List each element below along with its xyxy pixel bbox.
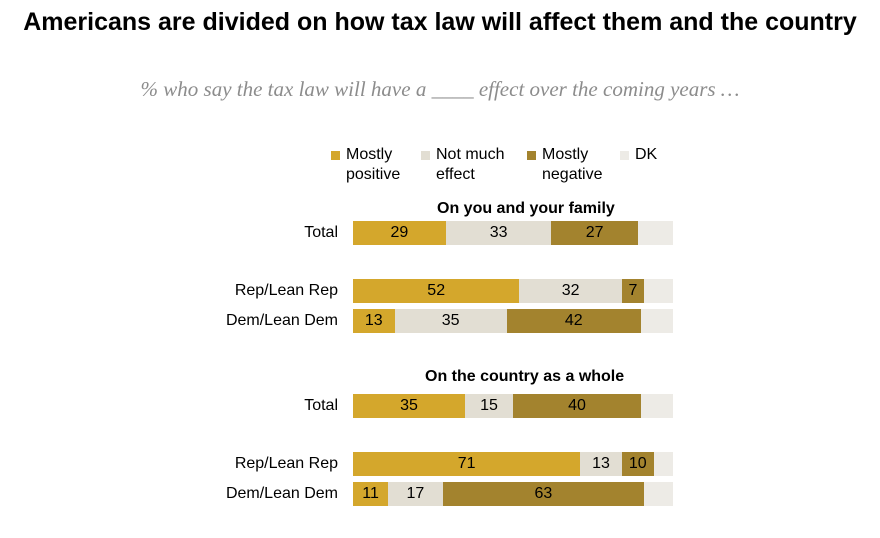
bar-segment: 10 <box>621 452 654 476</box>
bar-segment: 27 <box>551 221 638 245</box>
data-label: 35 <box>441 312 460 329</box>
data-label: 10 <box>628 455 647 472</box>
legend-swatch <box>331 151 340 160</box>
data-label: 27 <box>585 224 604 241</box>
bar-segment: 13 <box>580 452 622 476</box>
bar-segment: 7 <box>621 279 645 303</box>
legend-swatch <box>620 151 629 160</box>
legend-swatch <box>421 151 430 160</box>
section-title: On the country as a whole <box>425 368 625 385</box>
data-label: 40 <box>568 397 586 414</box>
data-label: 13 <box>364 312 383 329</box>
bar-segment: 29 <box>353 221 446 245</box>
row-label: Rep/Lean Rep <box>234 282 338 299</box>
bar-segment: 33 <box>445 221 552 245</box>
bar-segment: 15 <box>465 394 513 418</box>
data-label: 7 <box>628 282 638 299</box>
bar-segment <box>637 221 673 245</box>
chart-title: Americans are divided on how tax law wil… <box>23 8 857 36</box>
bar-segment: 32 <box>519 279 622 303</box>
bar-segment: 63 <box>442 482 645 506</box>
data-label: 42 <box>564 312 583 329</box>
data-label: 35 <box>400 397 418 414</box>
bar-segment: 35 <box>394 309 507 333</box>
data-label: 13 <box>592 455 610 472</box>
section-title: On you and your family <box>437 200 615 217</box>
bar-segment: 13 <box>353 309 395 333</box>
row-label: Dem/Lean Dem <box>225 312 338 329</box>
bar-segment: 52 <box>353 279 520 303</box>
data-label: 63 <box>534 485 553 502</box>
data-label: 32 <box>561 282 580 299</box>
bar-segment <box>644 482 673 506</box>
data-label: 17 <box>406 485 425 502</box>
bar-segment <box>653 452 673 476</box>
data-label: 29 <box>390 224 409 241</box>
legend-label: Not much effect <box>436 146 505 183</box>
data-label: 11 <box>362 485 379 502</box>
row-label: Dem/Lean Dem <box>225 485 338 502</box>
legend-label: DK <box>635 146 658 163</box>
bar-segment: 35 <box>353 394 465 418</box>
data-label: 15 <box>480 397 498 414</box>
data-label: 33 <box>489 224 508 241</box>
bar-segment <box>641 394 673 418</box>
legend-label: Mostly negative <box>542 146 603 183</box>
bar-segment: 40 <box>513 394 641 418</box>
bar-segment: 11 <box>353 482 389 506</box>
chart-subtitle: % who say the tax law will have a ____ e… <box>140 77 740 101</box>
bar-segment <box>644 279 673 303</box>
row-label: Total <box>304 224 338 241</box>
bar-segment: 71 <box>353 452 581 476</box>
bar-segment <box>641 309 673 333</box>
bar-segment: 17 <box>388 482 443 506</box>
data-label: 71 <box>457 455 476 472</box>
data-label: 52 <box>427 282 446 299</box>
row-label: Rep/Lean Rep <box>234 455 338 472</box>
row-label: Total <box>304 397 338 414</box>
legend-swatch <box>527 151 536 160</box>
legend-label: Mostly positive <box>346 146 401 183</box>
bar-segment: 42 <box>506 309 641 333</box>
